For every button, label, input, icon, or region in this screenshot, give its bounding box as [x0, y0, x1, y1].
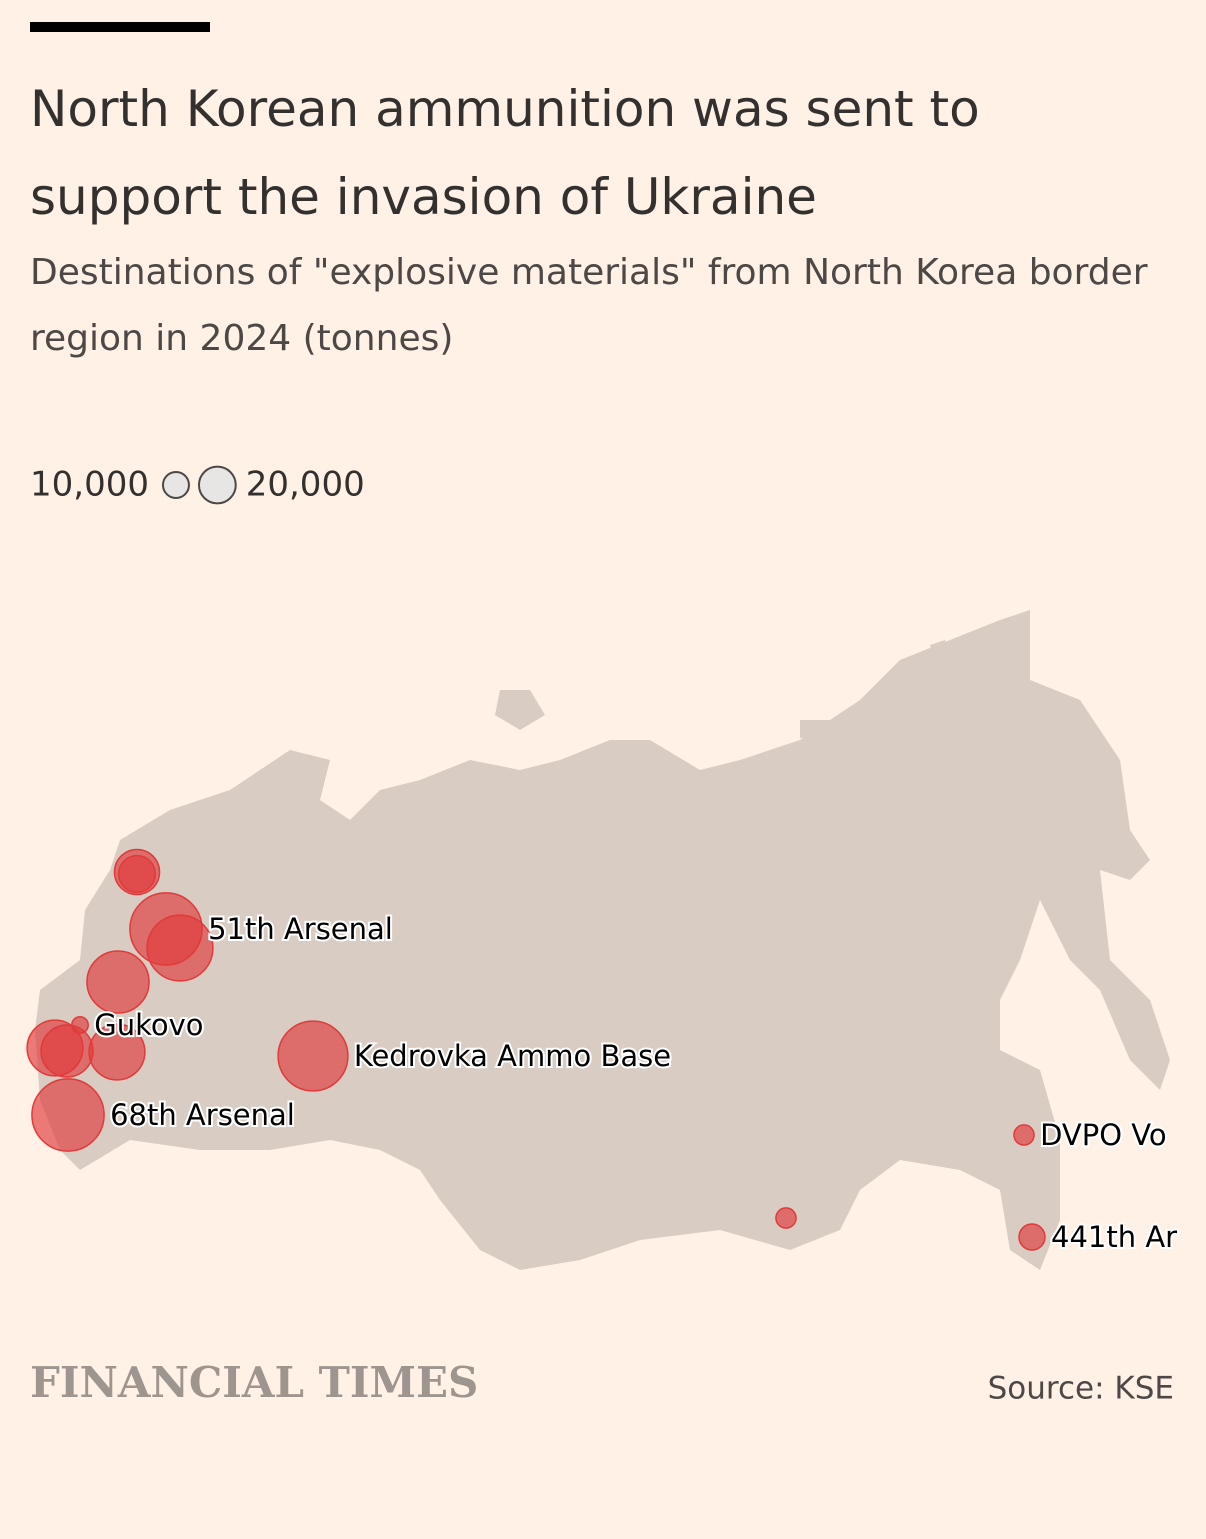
- legend-label: 20,000: [246, 465, 365, 505]
- bubble: [775, 1207, 797, 1229]
- place-label: Gukovo: [94, 1008, 203, 1042]
- bubble: [277, 1020, 349, 1092]
- legend-circle: [161, 471, 190, 499]
- bubble: [1018, 1223, 1046, 1251]
- place-label: 68th Arsenal: [110, 1098, 295, 1132]
- legend-label: 10,000: [30, 465, 149, 505]
- place-label: Kedrovka Ammo Base: [354, 1039, 671, 1073]
- place-label: DVPO Vo: [1040, 1118, 1167, 1152]
- title-box: North Korean ammunition was sent to supp…: [30, 80, 980, 226]
- source: Source: KSE: [988, 1371, 1174, 1407]
- bubble: [86, 950, 150, 1014]
- chart-subtitle: Destinations of "explosive materials" fr…: [30, 252, 1148, 359]
- subtitle-box: Destinations of "explosive materials" fr…: [30, 252, 1148, 359]
- brand: FINANCIAL TIMES: [30, 1358, 478, 1407]
- russia-shape: [35, 610, 1170, 1270]
- place-label: 441th Ar: [1051, 1220, 1177, 1254]
- place-label: 51th Arsenal: [208, 912, 393, 946]
- bubble: [88, 1023, 146, 1081]
- chart-title: North Korean ammunition was sent to supp…: [30, 80, 980, 226]
- bubble: [40, 1024, 94, 1078]
- bubble: [146, 914, 214, 982]
- top-bar: [30, 22, 210, 32]
- bubble: [117, 854, 157, 894]
- legend-circle: [197, 465, 237, 505]
- bubble: [1013, 1124, 1035, 1146]
- bubble: [31, 1078, 105, 1152]
